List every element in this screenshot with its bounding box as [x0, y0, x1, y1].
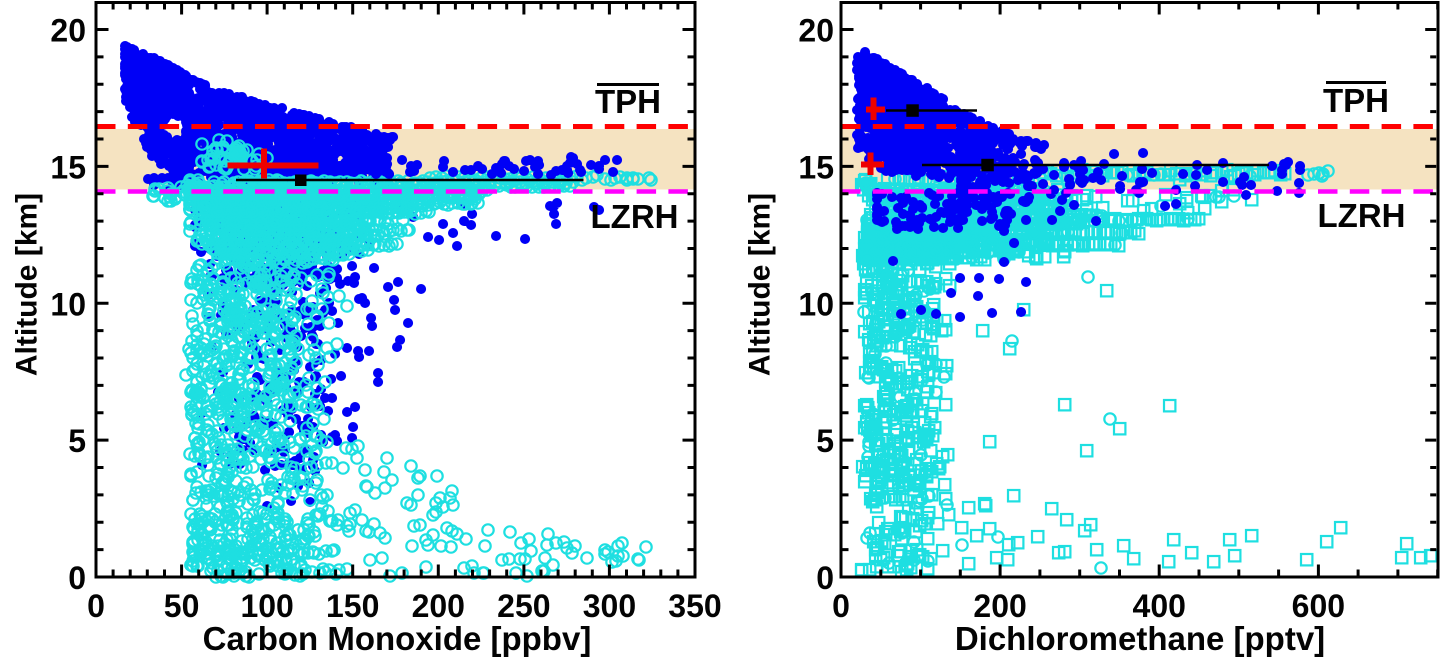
- svg-text:Altitude [km]: Altitude [km]: [11, 193, 44, 376]
- svg-text:LZRH: LZRH: [591, 198, 679, 235]
- svg-text:300: 300: [583, 588, 636, 624]
- svg-text:5: 5: [816, 423, 834, 459]
- svg-text:15: 15: [50, 149, 86, 185]
- svg-text:250: 250: [497, 588, 550, 624]
- svg-text:200: 200: [412, 588, 465, 624]
- svg-text:50: 50: [164, 588, 200, 624]
- svg-text:600: 600: [1292, 588, 1345, 624]
- svg-text:Dichloromethane [pptv]: Dichloromethane [pptv]: [955, 620, 1325, 657]
- svg-text:350: 350: [668, 588, 721, 624]
- svg-text:TPH: TPH: [1323, 82, 1389, 119]
- svg-text:Carbon Monoxide [ppbv]: Carbon Monoxide [ppbv]: [203, 620, 592, 657]
- svg-text:0: 0: [832, 588, 850, 624]
- svg-text:100: 100: [240, 588, 293, 624]
- svg-text:15: 15: [798, 149, 834, 185]
- svg-text:200: 200: [973, 588, 1026, 624]
- svg-text:10: 10: [798, 286, 834, 322]
- svg-text:Altitude [km]: Altitude [km]: [744, 193, 777, 376]
- svg-text:0: 0: [68, 560, 86, 596]
- svg-text:0: 0: [87, 588, 105, 624]
- svg-text:TPH: TPH: [595, 83, 661, 120]
- svg-text:10: 10: [50, 286, 86, 322]
- svg-text:150: 150: [326, 588, 379, 624]
- svg-text:20: 20: [50, 13, 86, 49]
- svg-text:5: 5: [68, 423, 86, 459]
- svg-text:400: 400: [1133, 588, 1186, 624]
- svg-text:20: 20: [798, 13, 834, 49]
- svg-text:LZRH: LZRH: [1318, 197, 1406, 234]
